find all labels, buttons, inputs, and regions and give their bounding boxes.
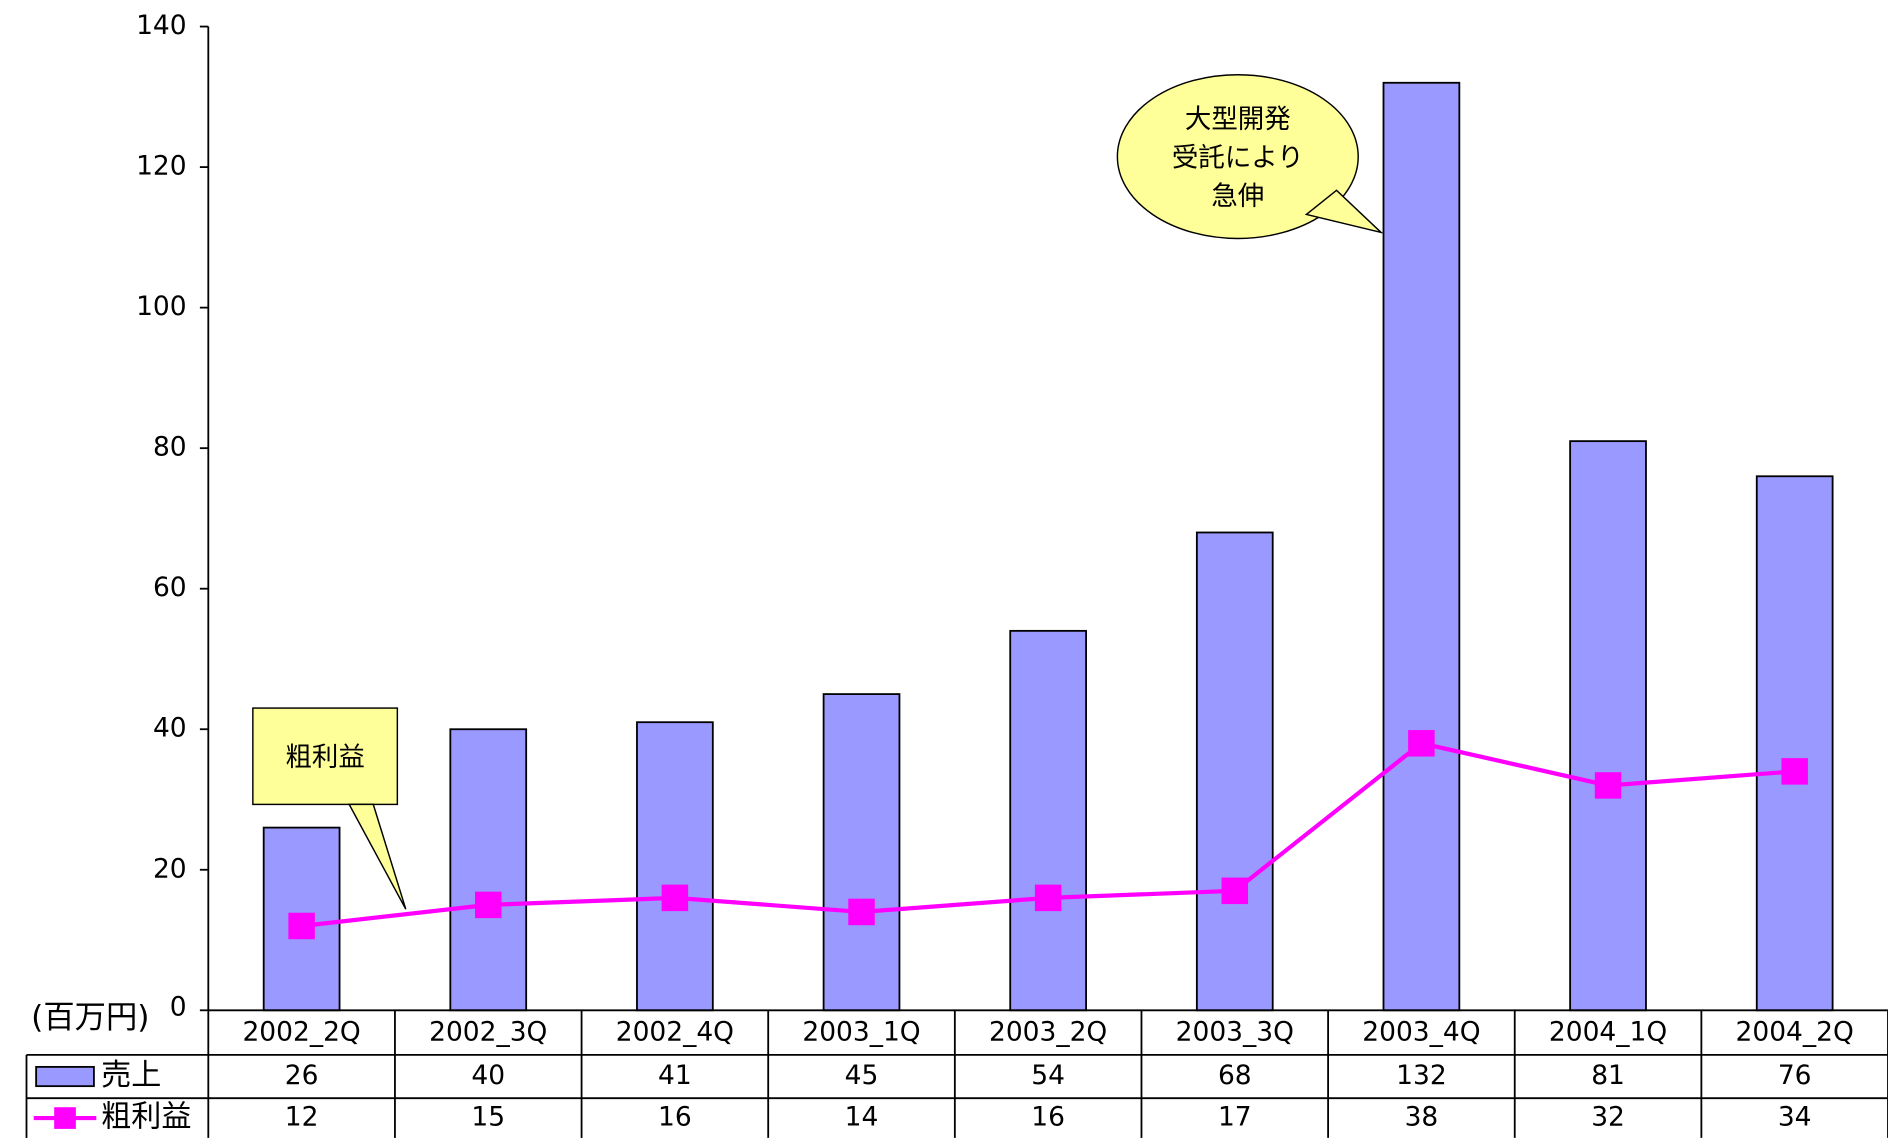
callout-text: 急伸 xyxy=(1211,181,1264,212)
callout-bubble xyxy=(1116,74,1359,240)
line-marker xyxy=(288,912,315,940)
callout-text: 粗利益 xyxy=(285,742,364,773)
bar xyxy=(822,693,901,1012)
x-tick-label: 2003_3Q xyxy=(1176,1017,1294,1048)
bar xyxy=(262,826,341,1012)
table-value: 132 xyxy=(1396,1060,1447,1091)
table-value: 38 xyxy=(1405,1102,1439,1133)
table-value: 81 xyxy=(1591,1060,1625,1091)
bar xyxy=(1195,531,1274,1012)
table-value: 45 xyxy=(845,1060,879,1091)
table-value: 14 xyxy=(845,1102,879,1133)
table-value: 76 xyxy=(1778,1060,1812,1091)
line-marker xyxy=(475,891,502,919)
table-value: 16 xyxy=(658,1102,692,1133)
legend-marker xyxy=(54,1107,76,1129)
bar xyxy=(1755,475,1834,1012)
table-value: 34 xyxy=(1778,1102,1812,1133)
callout-text: 大型開発 xyxy=(1185,104,1291,135)
line-marker xyxy=(1408,730,1435,757)
bar xyxy=(1009,629,1087,1012)
legend-label: 粗利益 xyxy=(101,1100,191,1135)
y-tick-label: 80 xyxy=(153,432,187,463)
table-value: 12 xyxy=(285,1102,319,1133)
y-tick-label: 0 xyxy=(170,991,187,1022)
callout-tail xyxy=(1304,189,1384,234)
line-marker xyxy=(1221,877,1249,905)
y-tick-label: 20 xyxy=(153,853,187,884)
table-value: 54 xyxy=(1031,1060,1065,1091)
x-tick-label: 2003_1Q xyxy=(802,1017,920,1048)
table-value: 40 xyxy=(471,1060,505,1091)
x-tick-label: 2003_4Q xyxy=(1362,1017,1480,1048)
legend-label: 売上 xyxy=(101,1058,161,1093)
line-marker xyxy=(1594,772,1622,799)
x-tick-label: 2002_2Q xyxy=(242,1017,360,1048)
table-value: 32 xyxy=(1591,1102,1625,1133)
callout-text: 受託により xyxy=(1172,143,1304,174)
callout-tail xyxy=(347,803,407,910)
bar xyxy=(1569,440,1647,1012)
callout-box xyxy=(252,707,399,806)
table-value: 41 xyxy=(658,1060,692,1091)
y-unit-label: (百万円) xyxy=(31,1000,149,1036)
table-value: 68 xyxy=(1218,1060,1252,1091)
bar xyxy=(636,721,714,1012)
y-tick-label: 60 xyxy=(153,572,187,603)
table-value: 26 xyxy=(285,1060,319,1091)
x-tick-label: 2002_3Q xyxy=(429,1017,547,1048)
x-tick-label: 2004_1Q xyxy=(1549,1017,1667,1048)
line-marker xyxy=(1781,758,1808,785)
bar xyxy=(449,728,528,1012)
legend-swatch xyxy=(35,1065,95,1088)
y-tick-label: 140 xyxy=(136,10,187,41)
y-tick-label: 40 xyxy=(153,713,187,744)
x-tick-label: 2002_4Q xyxy=(616,1017,734,1048)
line-marker xyxy=(1034,884,1062,912)
x-tick-label: 2003_2Q xyxy=(989,1017,1107,1048)
bar xyxy=(1382,81,1461,1012)
table-value: 15 xyxy=(471,1102,505,1133)
line-marker xyxy=(848,898,875,926)
x-tick-label: 2004_2Q xyxy=(1736,1017,1854,1048)
y-tick-label: 120 xyxy=(136,151,187,182)
table-value: 16 xyxy=(1031,1102,1065,1133)
y-tick-label: 100 xyxy=(136,291,187,322)
line-marker xyxy=(661,884,689,912)
table-value: 17 xyxy=(1218,1102,1252,1133)
